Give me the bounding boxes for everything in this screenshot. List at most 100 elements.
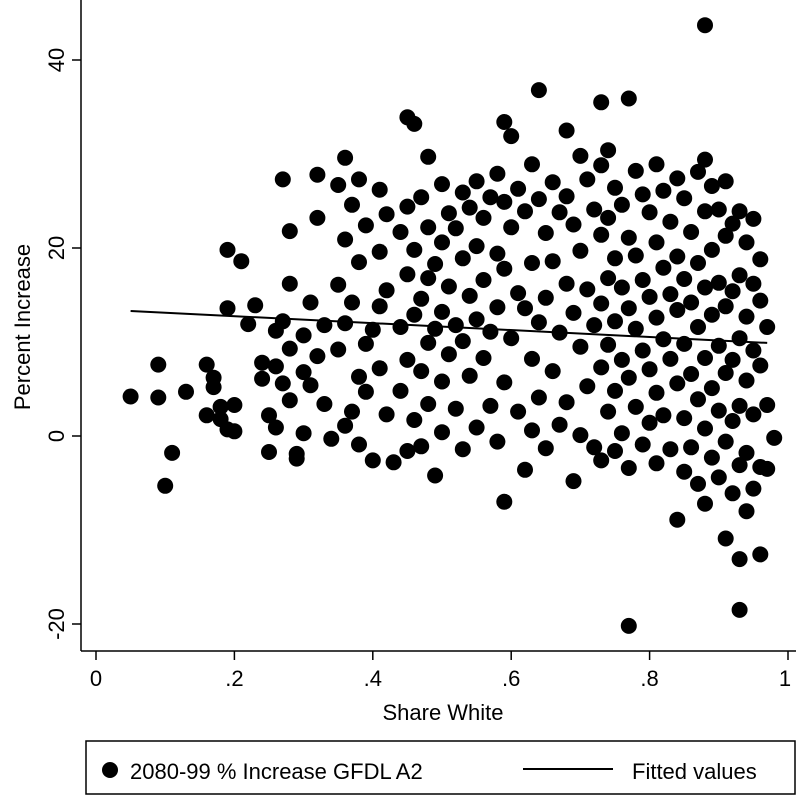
scatter-point [440,205,457,222]
scatter-point [579,378,596,395]
legend-label-fitted: Fitted values [632,759,757,784]
scatter-point [524,422,540,439]
scatter-point [205,379,222,396]
scatter-point [413,189,430,206]
scatter-point [676,190,693,207]
scatter-point [413,290,430,307]
scatter-point [344,403,360,420]
scatter-point [420,396,437,412]
scatter-point [724,283,741,300]
scatter-point [558,275,575,292]
scatter-point [572,338,589,355]
scatter-point [731,267,748,284]
scatter-point [198,356,215,373]
scatter-point [544,174,561,191]
scatter-point [600,403,617,420]
scatter-point [697,203,713,220]
y-tick-label: -20 [44,608,69,640]
scatter-point [551,204,568,221]
scatter-point [710,201,727,218]
scatter-point [434,176,450,193]
scatter-point [434,234,450,251]
scatter-point [641,204,658,221]
scatter-point [496,374,513,391]
scatter-point [524,255,540,271]
scatter-point [399,443,416,459]
scatter-point [738,308,755,325]
scatter-point [690,319,706,335]
scatter-point [461,287,478,304]
scatter-point [385,454,402,471]
scatter-point [413,438,430,455]
scatter-point [565,304,582,321]
scatter-point [212,398,229,415]
scatter-point [600,336,617,353]
scatter-point [468,238,485,255]
scatter-point [752,546,769,563]
scatter-point [219,241,236,258]
legend-box [85,740,796,795]
scatter-point [600,270,617,287]
scatter-point [745,406,762,423]
scatter-point [655,259,672,276]
scatter-point [537,440,554,457]
scatter-point [703,306,720,323]
scatter-point [337,315,354,332]
scatter-point [738,234,755,251]
scatter-point [468,311,485,328]
scatter-point [461,367,478,384]
scatter-point [530,82,547,99]
scatter-point [738,372,755,389]
scatter-point [703,380,720,397]
scatter-point [503,330,520,347]
scatter-point [738,444,755,461]
scatter-point [337,231,354,248]
scatter-point [717,298,734,315]
scatter-point [489,165,506,182]
scatter-point [240,316,257,333]
scatter-point [697,151,713,168]
scatter-point [593,157,610,174]
scatter-point [565,473,582,490]
scatter-point [565,216,582,233]
scatter-point [337,149,354,166]
scatter-point [690,475,706,492]
scatter-point [648,234,665,251]
scatter-point [475,272,492,288]
scatter-point [593,226,610,243]
scatter-point [544,253,561,270]
scatter-point [607,313,623,330]
scatter-point [427,467,444,484]
scatter-point [655,407,672,424]
scatter-point [662,441,679,458]
scatter-point [613,196,630,213]
scatter-point [371,243,388,260]
scatter-point [613,351,630,368]
scatter-point [634,436,651,453]
scatter-point [731,551,748,568]
scatter-point [454,441,471,458]
scatter-point [517,461,533,478]
scatter-point [724,215,741,232]
scatter-point [392,224,409,240]
scatter-point [690,255,706,271]
scatter-point [267,358,284,375]
scatter-point [475,209,492,226]
scatter-point [482,189,499,206]
scatter-point [510,285,527,302]
scatter-point [164,444,181,461]
x-axis-ticks: 0 .2 .4 .6 .8 1 [90,651,791,691]
scatter-point [510,180,527,197]
x-axis-title: Share White [382,700,503,725]
scatter-point [309,166,326,183]
scatter-point [593,295,610,312]
scatter-point [579,171,596,188]
scatter-point [731,397,748,414]
x-tick-label: 0 [90,666,102,691]
scatter-point [710,469,727,486]
scatter-point [378,282,395,299]
scatter-point [489,433,506,450]
scatter-point [309,209,326,226]
scatter-point [517,300,533,317]
